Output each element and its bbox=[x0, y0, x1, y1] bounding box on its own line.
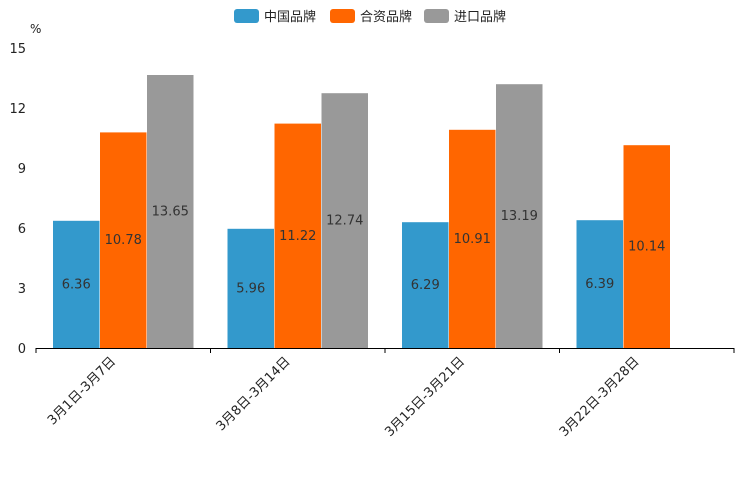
bar-合资品牌-0[interactable] bbox=[100, 132, 147, 348]
data-label: 13.65 bbox=[152, 205, 189, 220]
data-label: 10.14 bbox=[628, 240, 665, 255]
data-label: 10.78 bbox=[105, 233, 142, 248]
bar-进口品牌-0[interactable] bbox=[147, 75, 194, 348]
legend-item[interactable]: 进口品牌 bbox=[424, 9, 506, 25]
bar-合资品牌-1[interactable] bbox=[274, 123, 322, 348]
legend-item[interactable]: 合资品牌 bbox=[330, 9, 412, 25]
bar-中国品牌-0[interactable] bbox=[53, 220, 100, 348]
data-label: 5.96 bbox=[236, 281, 265, 296]
bars: 6.36 10.78 13.65 5.96 11.22 12.74 6.29 10.91 13.… bbox=[53, 75, 670, 348]
legend: 中国品牌 合资品牌 进口品牌 bbox=[234, 9, 506, 25]
y-tick-label: 0 bbox=[18, 342, 26, 357]
legend-label: 中国品牌 bbox=[264, 9, 316, 25]
bar-中国品牌-2[interactable] bbox=[402, 222, 449, 348]
x-axis: 3月1日-3月7日 3月8日-3月14日 3月15日-3月21日 3月22日-3月28… bbox=[35, 348, 735, 440]
bar-中国品牌-1[interactable] bbox=[227, 228, 275, 348]
x-tick-label: 3月22日-3月28日 bbox=[557, 354, 643, 440]
legend-item[interactable]: 中国品牌 bbox=[234, 9, 316, 25]
bar-合资品牌-3[interactable] bbox=[623, 145, 671, 348]
x-tick-label: 3月1日-3月7日 bbox=[45, 354, 119, 428]
legend-swatch bbox=[234, 9, 259, 23]
legend-swatch bbox=[330, 9, 355, 23]
y-tick-label: 3 bbox=[18, 282, 26, 297]
x-tick-label: 3月8日-3月14日 bbox=[214, 354, 294, 434]
data-label: 10.91 bbox=[454, 232, 491, 247]
x-tick-label: 3月15日-3月21日 bbox=[382, 354, 468, 440]
y-tick-label: 12 bbox=[9, 102, 26, 117]
y-axis-unit-label: % bbox=[30, 22, 41, 36]
data-label: 6.29 bbox=[411, 278, 440, 293]
legend-label: 进口品牌 bbox=[454, 9, 506, 25]
data-label: 12.74 bbox=[326, 214, 363, 229]
y-tick-label: 6 bbox=[18, 222, 26, 237]
data-label: 6.36 bbox=[62, 277, 91, 292]
data-label: 11.22 bbox=[279, 229, 316, 244]
bar-进口品牌-1[interactable] bbox=[321, 93, 369, 348]
bar-中国品牌-3[interactable] bbox=[576, 220, 624, 348]
bar-合资品牌-2[interactable] bbox=[449, 129, 496, 348]
data-label: 13.19 bbox=[501, 209, 538, 224]
data-label: 6.39 bbox=[585, 277, 614, 292]
bar-进口品牌-2[interactable] bbox=[496, 84, 543, 348]
legend-label: 合资品牌 bbox=[360, 9, 412, 25]
y-tick-label: 9 bbox=[18, 162, 26, 177]
legend-swatch bbox=[424, 9, 449, 23]
y-tick-label: 15 bbox=[9, 42, 26, 57]
y-axis: 0 3 6 9 12 15 bbox=[9, 42, 26, 357]
